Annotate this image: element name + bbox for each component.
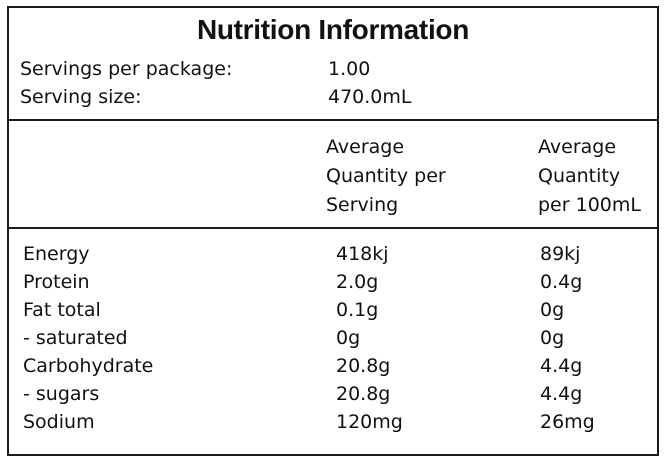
column-header-per-100ml: Average Quantity per 100mL [538, 133, 641, 220]
per-serving-value: 0.1g [336, 299, 379, 321]
servings-per-package-value: 1.00 [328, 58, 371, 80]
divider-top [9, 119, 657, 121]
per-100ml-value: 26mg [540, 411, 595, 433]
nutrient-name: Carbohydrate [23, 355, 154, 377]
per-100ml-value: 4.4g [540, 383, 583, 405]
column-header-per-serving-line: Serving [326, 194, 399, 216]
per-serving-value: 20.8g [336, 355, 391, 377]
column-header-per-serving: Average Quantity per Serving [326, 133, 446, 220]
serving-size-label: Serving size: [20, 86, 142, 108]
per-serving-value: 2.0g [336, 271, 379, 293]
nutrition-panel: Nutrition Information Servings per packa… [7, 6, 659, 456]
per-serving-value: 0g [336, 327, 361, 349]
divider-bottom [9, 227, 657, 229]
column-header-per-100ml-line: Quantity [538, 165, 621, 187]
per-100ml-value: 4.4g [540, 355, 583, 377]
nutrient-name: Fat total [23, 299, 101, 321]
per-serving-value: 120mg [336, 411, 403, 433]
servings-per-package-label: Servings per package: [20, 58, 233, 80]
per-100ml-value: 0g [540, 327, 565, 349]
nutrient-name: Protein [23, 271, 90, 293]
nutrient-name: - saturated [23, 327, 128, 349]
column-header-per-100ml-line: per 100mL [538, 194, 641, 216]
per-100ml-value: 89kj [540, 243, 581, 265]
nutrient-name: - sugars [23, 383, 100, 405]
per-100ml-value: 0g [540, 299, 565, 321]
nutrient-name: Sodium [23, 411, 95, 433]
per-serving-value: 418kj [336, 243, 389, 265]
per-serving-value: 20.8g [336, 383, 391, 405]
per-100ml-value: 0.4g [540, 271, 583, 293]
serving-size-value: 470.0mL [328, 86, 412, 108]
column-header-per-serving-line: Average [326, 136, 405, 158]
column-header-per-100ml-line: Average [538, 136, 617, 158]
column-header-per-serving-line: Quantity per [326, 165, 446, 187]
panel-title: Nutrition Information [196, 14, 470, 45]
nutrient-name: Energy [23, 243, 90, 265]
